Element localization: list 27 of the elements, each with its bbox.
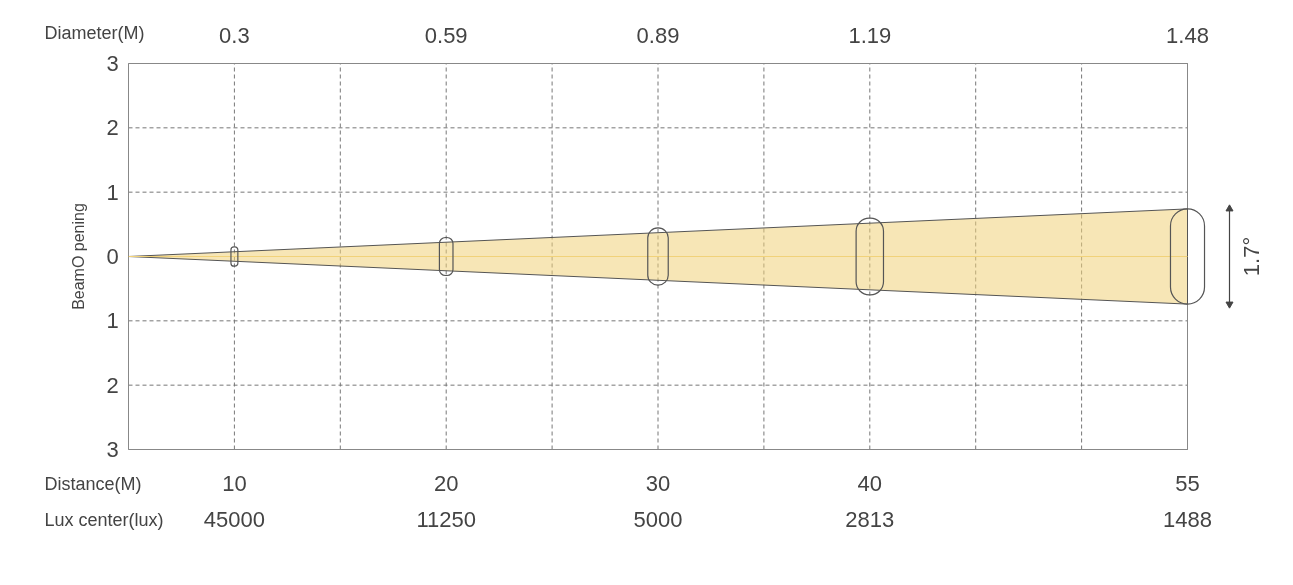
text: 5000	[633, 507, 683, 532]
text: 45000	[203, 507, 265, 532]
text: 1488	[1163, 507, 1212, 532]
x-tick-label: 10	[222, 471, 247, 496]
y-tick-label: 3	[106, 51, 119, 76]
text: 0.89	[636, 23, 680, 48]
y-tick-label: 3	[106, 437, 119, 462]
y-tick-label: 1	[106, 179, 119, 205]
x-axis-title: Distance(M)	[44, 473, 142, 494]
text: Diameter(M)	[44, 22, 145, 43]
x-tick-label: 30	[645, 471, 671, 496]
y-tick-label: 2	[106, 115, 119, 141]
text: 1.19	[848, 23, 892, 48]
y-tick-label: 0	[106, 244, 119, 269]
y-axis-title: BeamO pening	[70, 203, 87, 310]
text: 0.59	[424, 23, 468, 48]
text: Lux center(lux)	[44, 509, 164, 530]
x-tick-label: 20	[433, 471, 459, 496]
y-tick-label: 1	[106, 308, 119, 334]
x-tick-label: 40	[857, 471, 883, 496]
y-tick-label: 2	[106, 372, 119, 398]
text: 1.7°	[1239, 236, 1264, 277]
text: 0.3	[219, 23, 250, 48]
text: 2813	[845, 507, 895, 532]
text: 11250	[416, 507, 476, 532]
x-tick-label: 55	[1175, 471, 1200, 496]
text: 1.48	[1166, 23, 1209, 48]
